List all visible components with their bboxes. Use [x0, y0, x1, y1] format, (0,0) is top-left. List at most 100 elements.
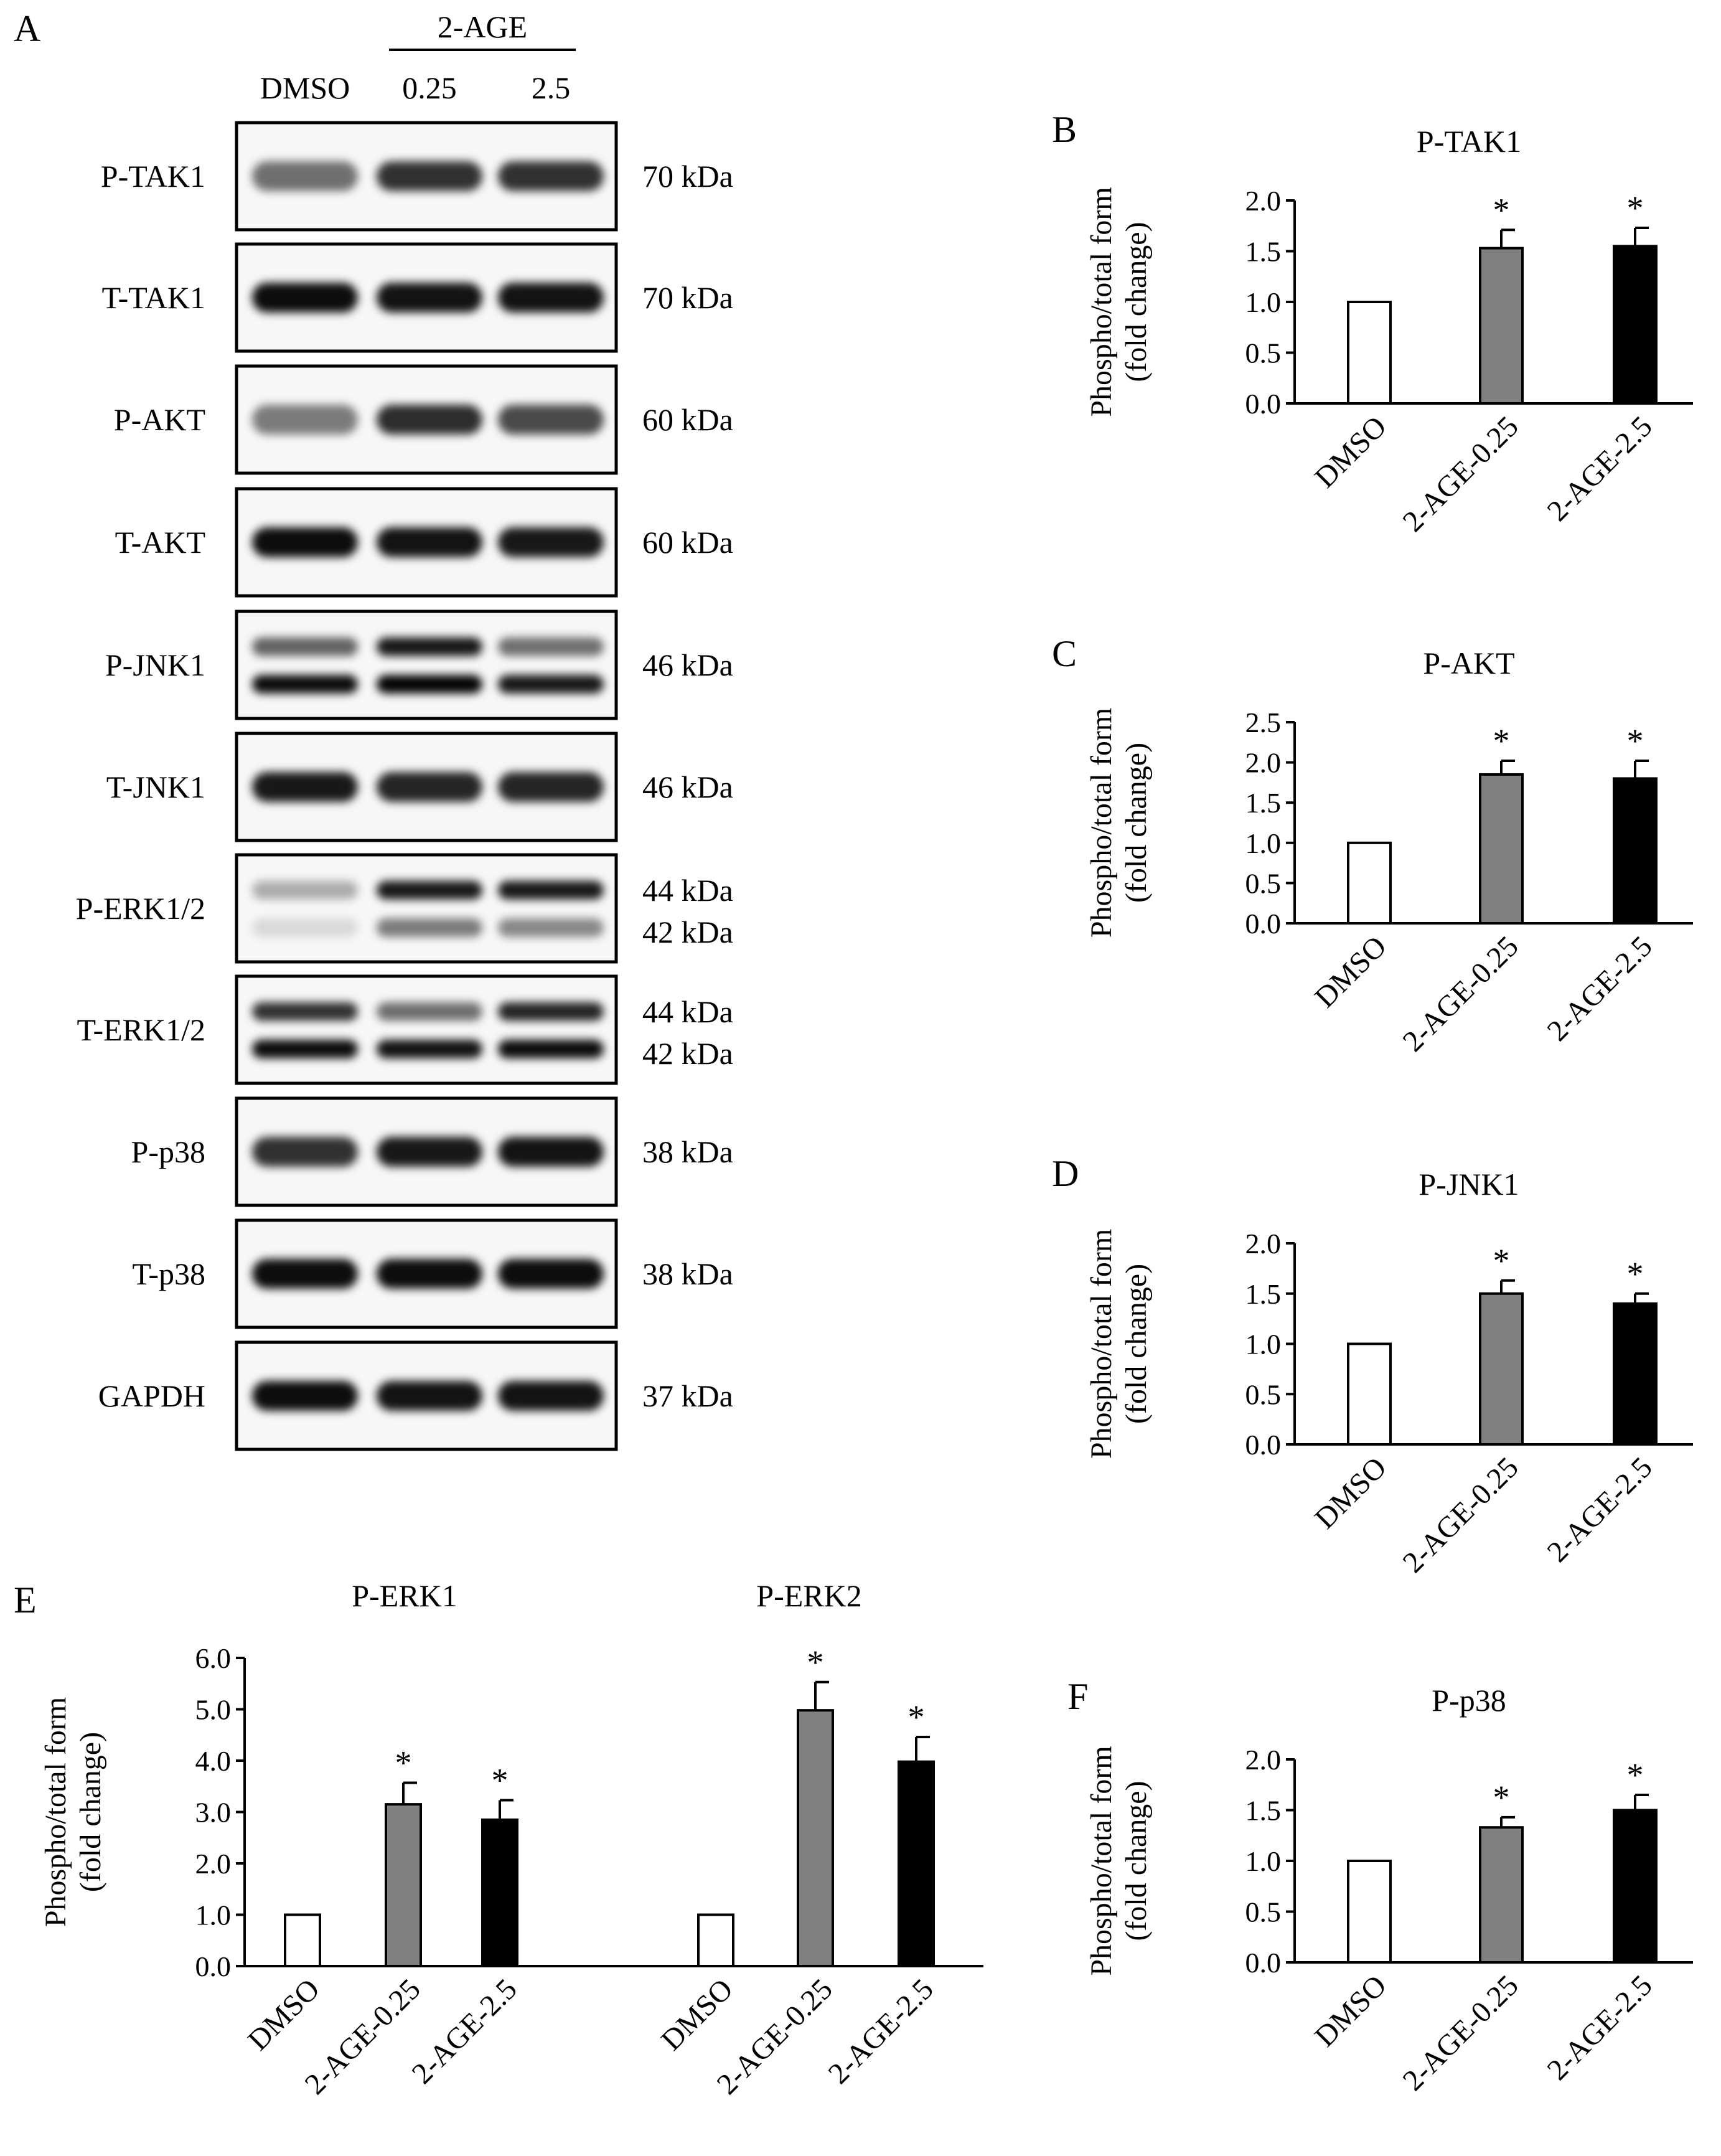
- blot-band-p-erk1-2-lane-2-band-2: [377, 918, 482, 937]
- y-tick-label-panel-c-2: 1.0: [1245, 827, 1282, 859]
- blot-band-p-p38-lane-1-band-1: [252, 1137, 358, 1167]
- x-tick-label-panel-c-2-age-2-5: 2-AGE-2.5: [1541, 930, 1659, 1047]
- x-tick-label-panel-c-dmso: DMSO: [1308, 930, 1393, 1014]
- blot-band-t-akt-lane-1-band-1: [252, 527, 358, 557]
- y-tick-label-panel-d-1: 0.5: [1245, 1378, 1282, 1410]
- bar-panel-f-2-age-2-5: [1613, 1809, 1658, 1964]
- blot-band-t-p38-lane-1-band-1: [252, 1259, 358, 1289]
- blot-band-t-akt-lane-3-band-1: [498, 527, 604, 557]
- blot-band-p-jnk1-lane-1-band-2: [252, 674, 358, 694]
- blot-label-gapdh: GAPDH: [98, 1378, 205, 1413]
- blot-band-p-akt-lane-1-band-1: [252, 405, 358, 435]
- bar-panel-e-p-erk2-dmso: [697, 1913, 734, 1967]
- blot-kda-p-jnk1-1: 46 kDa: [642, 647, 733, 682]
- blot-band-p-erk1-2-lane-2-band-1: [377, 880, 482, 900]
- bar-panel-c-dmso: [1347, 841, 1392, 925]
- x-tick-label-panel-f-dmso: DMSO: [1308, 1969, 1393, 2053]
- ylabel-line1-panel-e: Phospho/total form: [39, 1697, 72, 1927]
- panel-letter-a: A: [14, 8, 40, 49]
- bar-panel-f-dmso: [1347, 1860, 1392, 1964]
- blot-kda-t-tak1-1: 70 kDa: [642, 280, 733, 315]
- blot-band-t-erk1-2-lane-2-band-1: [377, 1002, 482, 1021]
- x-tick-label-panel-f-2-age-0-25: 2-AGE-0.25: [1397, 1969, 1525, 2097]
- significance-panel-e-p-erk1-2-age-0-25: *: [395, 1744, 412, 1781]
- blot-band-p-tak1-lane-1-band-1: [252, 161, 358, 191]
- significance-panel-d-2-age-2-5: *: [1627, 1255, 1644, 1292]
- y-tick-label-panel-e-1: 1.0: [195, 1899, 232, 1931]
- panel-letter-e: E: [14, 1579, 37, 1621]
- blot-band-p-akt-lane-3-band-1: [498, 405, 604, 435]
- chart-title-panel-e-p-erk2: P-ERK2: [756, 1578, 861, 1613]
- y-tick-label-panel-f-1: 0.5: [1245, 1896, 1282, 1928]
- bar-panel-d-2-age-2-5: [1613, 1302, 1658, 1446]
- blot-band-t-p38-lane-2-band-1: [377, 1259, 482, 1289]
- bar-panel-e-p-erk2-2-age-0-25: [797, 1709, 834, 1967]
- y-tick-label-panel-b-0: 0.0: [1245, 388, 1282, 420]
- bar-panel-e-p-erk1-2-age-0-25: [385, 1803, 422, 1967]
- blot-band-p-jnk1-lane-2-band-2: [377, 674, 482, 694]
- bar-panel-d-dmso: [1347, 1342, 1392, 1446]
- y-tick-label-panel-e-5: 5.0: [195, 1694, 232, 1726]
- lane-label-2-5: 2.5: [532, 70, 571, 105]
- bar-panel-d-2-age-0-25: [1479, 1292, 1524, 1446]
- significance-panel-b-2-age-2-5: *: [1627, 189, 1644, 227]
- blot-kda-t-akt-1: 60 kDa: [642, 525, 733, 560]
- y-tick-label-panel-f-2: 1.0: [1245, 1845, 1282, 1877]
- blot-row-p-p38: P-p38 38 kDa: [131, 1096, 733, 1207]
- y-tick-label-panel-f-0: 0.0: [1245, 1947, 1282, 1979]
- y-tick-label-panel-b-1: 0.5: [1245, 337, 1282, 369]
- blot-kda-t-p38-1: 38 kDa: [642, 1256, 733, 1291]
- blot-band-t-erk1-2-lane-3-band-1: [498, 1002, 604, 1021]
- x-tick-label-panel-d-2-age-0-25: 2-AGE-0.25: [1397, 1451, 1525, 1579]
- x-tick-label-panel-e-p-erk1-dmso: DMSO: [242, 1972, 326, 2057]
- blot-band-p-p38-lane-3-band-1: [498, 1137, 604, 1167]
- blot-label-t-tak1: T-TAK1: [102, 280, 205, 315]
- y-tick-label-panel-d-2: 1.0: [1245, 1329, 1282, 1360]
- blot-row-t-erk1-2: T-ERK1/2 44 kDa 42 kDa: [77, 974, 733, 1085]
- blot-band-t-tak1-lane-2-band-1: [377, 283, 482, 313]
- y-tick-label-panel-e-2: 2.0: [195, 1848, 232, 1880]
- bar-panel-e-p-erk1-dmso: [284, 1913, 321, 1967]
- blot-label-p-erk1-2: P-ERK1/2: [76, 891, 205, 926]
- lane-label-0-25: 0.25: [402, 70, 457, 105]
- bar-panel-b-dmso: [1347, 301, 1392, 405]
- blot-band-p-jnk1-lane-3-band-2: [498, 674, 604, 694]
- ylabel-line2-panel-c: (fold change): [1120, 743, 1153, 903]
- blot-band-p-jnk1-lane-1-band-1: [252, 637, 358, 656]
- panel-letter-f: F: [1067, 1676, 1088, 1717]
- x-tick-label-panel-b-2-age-0-25: 2-AGE-0.25: [1397, 410, 1525, 538]
- blot-row-t-p38: T-p38 38 kDa: [132, 1218, 733, 1329]
- ylabel-line1-panel-d: Phospho/total form: [1085, 1229, 1118, 1459]
- y-tick-label-panel-b-4: 2.0: [1245, 185, 1282, 217]
- chart-panel-e: Phospho/total form (fold change) 0.0 1.0 2.0…: [39, 1578, 983, 2101]
- blot-band-p-jnk1-lane-3-band-1: [498, 637, 604, 656]
- significance-panel-f-2-age-2-5: *: [1627, 1756, 1644, 1794]
- bar-panel-f-2-age-0-25: [1479, 1826, 1524, 1964]
- ylabel-line2-panel-b: (fold change): [1120, 222, 1153, 382]
- y-tick-label-panel-e-4: 4.0: [195, 1745, 232, 1777]
- blot-band-t-p38-lane-3-band-1: [498, 1259, 604, 1289]
- y-tick-label-panel-d-4: 2.0: [1245, 1228, 1282, 1259]
- x-tick-label-panel-d-dmso: DMSO: [1308, 1451, 1393, 1535]
- blot-band-gapdh-lane-1-band-1: [252, 1381, 358, 1411]
- x-tick-label-panel-f-2-age-2-5: 2-AGE-2.5: [1541, 1969, 1659, 2086]
- blot-label-p-p38: P-p38: [131, 1134, 205, 1169]
- ylabel-line1-panel-b: Phospho/total form: [1085, 187, 1118, 417]
- chart-panel-b: P-TAK1 Phospho/total form (fold change) 0.0…: [1085, 124, 1693, 539]
- blot-label-t-p38: T-p38: [132, 1256, 205, 1291]
- blot-label-p-tak1: P-TAK1: [101, 159, 205, 194]
- y-tick-label-panel-f-4: 2.0: [1245, 1744, 1282, 1776]
- chart-title-panel-c: P-AKT: [1423, 646, 1514, 680]
- significance-panel-b-2-age-0-25: *: [1493, 191, 1510, 228]
- panel-letter-b: B: [1052, 109, 1077, 150]
- chart-title-panel-d: P-JNK1: [1419, 1167, 1519, 1202]
- blot-label-p-jnk1: P-JNK1: [105, 647, 205, 682]
- blot-kda-t-jnk1-1: 46 kDa: [642, 770, 733, 804]
- blot-kda-p-akt-1: 60 kDa: [642, 402, 733, 437]
- x-tick-label-panel-e-p-erk1-2-age-2-5: 2-AGE-2.5: [406, 1972, 523, 2090]
- blot-band-t-erk1-2-lane-1-band-1: [252, 1002, 358, 1021]
- x-tick-label-panel-c-2-age-0-25: 2-AGE-0.25: [1397, 930, 1525, 1058]
- blot-band-p-erk1-2-lane-3-band-1: [498, 880, 604, 900]
- treatment-label: 2-AGE: [438, 9, 527, 44]
